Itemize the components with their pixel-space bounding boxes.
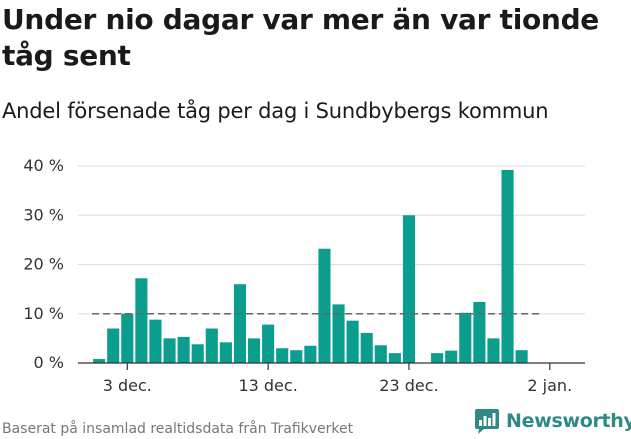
bar [402, 215, 416, 363]
bar [332, 304, 345, 363]
chart-title: Under nio dagar var mer än var tionde tå… [2, 3, 599, 72]
x-tick-label: 2 jan. [527, 376, 572, 395]
bar [459, 312, 472, 363]
bar [233, 284, 247, 363]
bar [374, 345, 387, 363]
y-tick-label: 10 % [23, 304, 64, 323]
y-tick-label: 30 % [23, 205, 64, 224]
x-axis: 3 dec. 13 dec. 23 dec. 2 jan. [78, 362, 585, 395]
bar [515, 350, 528, 363]
y-tick-label: 0 % [34, 353, 64, 372]
brand-logo: Newsworthy [474, 404, 631, 438]
bar [219, 342, 232, 363]
chart-bars-icon [475, 409, 499, 434]
y-tick-label: 40 % [23, 156, 64, 175]
bar [501, 169, 514, 363]
source-note: Baserat på insamlad realtidsdata från Tr… [2, 421, 354, 437]
bar [262, 324, 275, 363]
y-axis-tick-labels: 0 % 10 % 20 % 30 % 40 % [23, 156, 64, 372]
bar [205, 328, 218, 363]
bar [346, 320, 359, 363]
bar [191, 344, 204, 363]
bar [107, 328, 120, 363]
bar [177, 336, 190, 363]
bar [290, 350, 303, 363]
bar [388, 353, 401, 363]
bar [360, 332, 373, 363]
bar-series [93, 169, 528, 363]
bar [247, 338, 261, 363]
bar [121, 313, 134, 363]
bar [304, 345, 317, 363]
bar [445, 350, 458, 363]
y-tick-label: 20 % [23, 255, 64, 274]
bar [135, 278, 148, 363]
x-tick-label: 13 dec. [238, 376, 297, 395]
bar [318, 248, 331, 363]
x-tick-label: 23 dec. [379, 376, 438, 395]
bar [473, 301, 486, 363]
chart-subtitle: Andel försenade tåg per dag i Sundbyberg… [2, 99, 549, 123]
bar [276, 348, 289, 363]
bar [431, 353, 444, 363]
bar [163, 338, 176, 363]
brand-name: Newsworthy [506, 410, 631, 432]
bar [487, 338, 500, 363]
bar [149, 319, 162, 363]
bar [93, 359, 106, 363]
x-tick-label: 3 dec. [103, 376, 152, 395]
